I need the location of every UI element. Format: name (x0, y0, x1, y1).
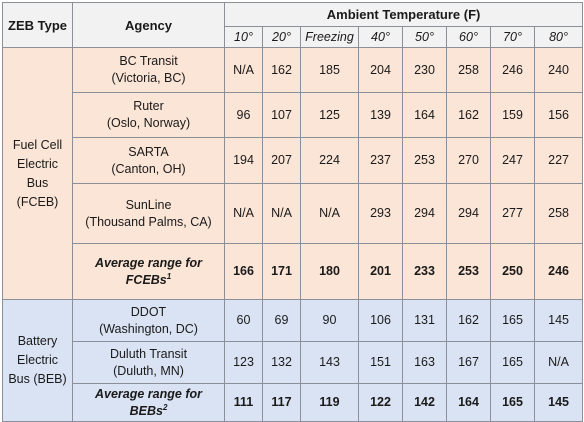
value-cell: 294 (402, 183, 447, 244)
average-value: 180 (300, 243, 359, 300)
value-cell: 125 (300, 92, 359, 138)
table-row: SARTA (Canton, OH) 194 207 224 237 253 27… (3, 137, 584, 184)
value-cell: 194 (224, 137, 263, 184)
value-cell: 224 (300, 137, 359, 184)
agency-cell: Duluth Transit (Duluth, MN) (72, 341, 225, 384)
value-cell: 258 (533, 183, 584, 244)
average-value: 142 (402, 383, 447, 422)
value-cell: 60 (224, 299, 263, 342)
average-value: 253 (446, 243, 491, 300)
header-temp: 10° (224, 26, 263, 48)
value-cell: 240 (533, 47, 584, 93)
average-row: Average range for BEBs2 111 117 119 122 1… (3, 383, 584, 422)
value-cell: 167 (446, 341, 491, 384)
average-row: Average range for FCEBs1 166 171 180 201 … (3, 243, 584, 300)
footnote-marker: 1 (166, 271, 172, 281)
value-cell: 253 (402, 137, 447, 184)
header-temp: 80° (533, 26, 584, 48)
table-row: Fuel Cell Electric Bus (FCEB) BC Transit… (2, 47, 584, 300)
value-cell: 163 (402, 341, 447, 384)
value-cell: 143 (300, 341, 359, 384)
value-cell: 230 (402, 47, 447, 93)
value-cell: 123 (224, 341, 263, 384)
value-cell: 207 (262, 137, 301, 184)
average-label: Average range for BEBs2 (72, 383, 225, 422)
value-cell: 107 (262, 92, 301, 138)
average-value: 164 (446, 383, 491, 422)
value-cell: 164 (402, 92, 447, 138)
value-cell: 159 (490, 92, 535, 138)
value-cell: 258 (446, 47, 491, 93)
average-value: 111 (224, 383, 263, 422)
value-cell: 69 (262, 299, 301, 342)
header-temp: 50° (402, 26, 447, 48)
value-cell: 151 (358, 341, 403, 384)
value-cell: 246 (490, 47, 535, 93)
value-cell: N/A (533, 341, 584, 384)
value-cell: 204 (358, 47, 403, 93)
value-cell: N/A (224, 47, 263, 93)
header-temp: 40° (358, 26, 403, 48)
value-cell: 185 (300, 47, 359, 93)
value-cell: 293 (358, 183, 403, 244)
value-cell: 139 (358, 92, 403, 138)
agency-cell: SARTA (Canton, OH) (72, 137, 225, 184)
header-temp: 60° (446, 26, 491, 48)
value-cell: 132 (262, 341, 301, 384)
average-value: 119 (300, 383, 359, 422)
value-cell: 145 (533, 299, 584, 342)
value-cell: N/A (300, 183, 359, 244)
average-value: 166 (224, 243, 263, 300)
group-label-fceb: Fuel Cell Electric Bus (FCEB) (2, 47, 73, 300)
header-temp: Freezing (300, 26, 359, 48)
average-value: 246 (533, 243, 584, 300)
table-row: Ruter (Oslo, Norway) 96 107 125 139 164 1… (3, 92, 584, 138)
group-label-beb: Battery Electric Bus (BEB) (2, 299, 73, 422)
value-cell: 270 (446, 137, 491, 184)
footnote-marker: 2 (162, 402, 168, 412)
value-cell: 90 (300, 299, 359, 342)
value-cell: 237 (358, 137, 403, 184)
value-cell: 156 (533, 92, 584, 138)
value-cell: 277 (490, 183, 535, 244)
average-value: 171 (262, 243, 301, 300)
value-cell: 162 (446, 299, 491, 342)
header-ambient-temperature: Ambient Temperature (F) (223, 2, 584, 27)
agency-cell: BC Transit (Victoria, BC) (72, 47, 225, 93)
header-zeb-type: ZEB Type (2, 2, 73, 48)
value-cell: 106 (358, 299, 403, 342)
average-value: 145 (533, 383, 584, 422)
agency-cell: SunLine (Thousand Palms, CA) (72, 183, 225, 244)
table-row: Duluth Transit (Duluth, MN) 123 132 143 1… (3, 341, 584, 384)
table-row: Battery Electric Bus (BEB) DDOT (Washingt… (2, 299, 584, 422)
value-cell: 162 (446, 92, 491, 138)
table-row: SunLine (Thousand Palms, CA) N/A N/A N/A … (3, 183, 584, 244)
value-cell: 162 (262, 47, 301, 93)
value-cell: 247 (490, 137, 535, 184)
average-label: Average range for FCEBs1 (72, 243, 225, 300)
header-temp: 70° (490, 26, 535, 48)
average-value: 165 (490, 383, 535, 422)
value-cell: 96 (224, 92, 263, 138)
average-value: 233 (402, 243, 447, 300)
header-temp: 20° (262, 26, 301, 48)
value-cell: N/A (262, 183, 301, 244)
value-cell: 165 (490, 299, 535, 342)
value-cell: 227 (533, 137, 584, 184)
agency-cell: Ruter (Oslo, Norway) (72, 92, 225, 138)
average-value: 117 (262, 383, 301, 422)
value-cell: 131 (402, 299, 447, 342)
average-value: 122 (358, 383, 403, 422)
agency-cell: DDOT (Washington, DC) (72, 299, 225, 342)
header-agency: Agency (72, 2, 225, 48)
value-cell: 294 (446, 183, 491, 244)
value-cell: 165 (490, 341, 535, 384)
average-value: 250 (490, 243, 535, 300)
value-cell: N/A (224, 183, 263, 244)
average-value: 201 (358, 243, 403, 300)
